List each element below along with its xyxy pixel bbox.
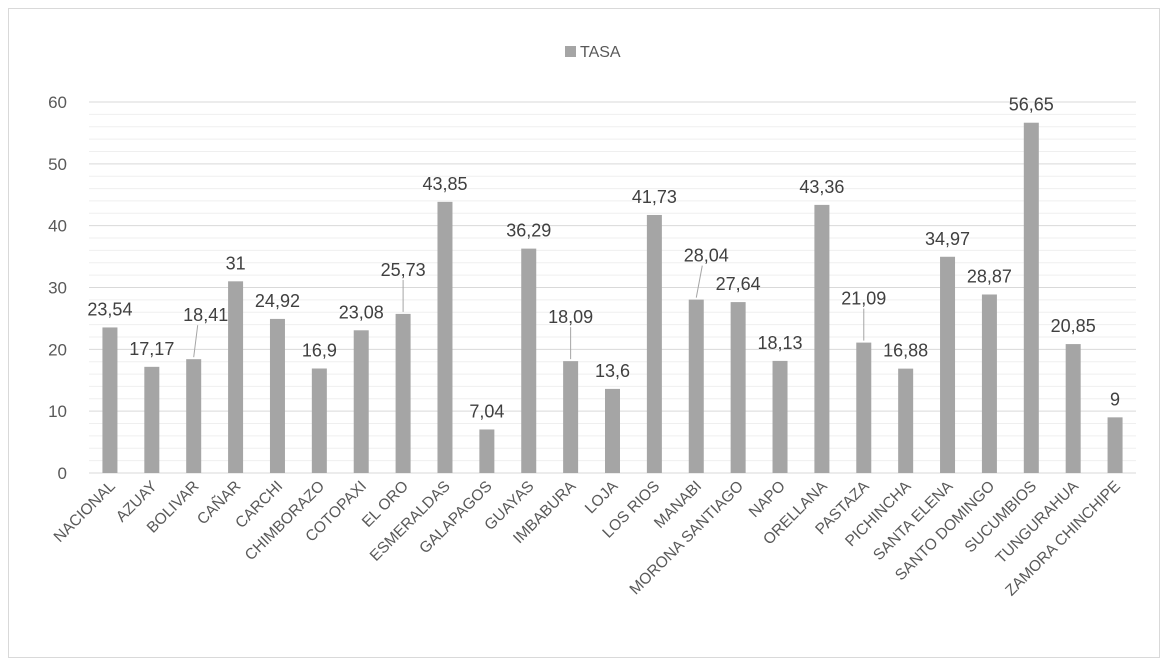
bar: [228, 281, 244, 473]
bar-chart: TASA 0 10 20 30 40 50 60 23,54 17,17 18,41 31 24,9…: [48, 44, 1136, 599]
bar: [479, 429, 495, 473]
legend: TASA: [565, 44, 621, 61]
data-label: 24,92: [255, 291, 300, 311]
data-label: 16,88: [883, 341, 928, 361]
bar: [772, 360, 788, 473]
leader-line: [695, 265, 703, 298]
bars: [102, 122, 1123, 474]
chart-frame: TASA 0 10 20 30 40 50 60 23,54 17,17 18,41 31 24,9…: [8, 8, 1160, 658]
bar: [353, 330, 369, 473]
bar: [563, 361, 579, 473]
bar: [521, 248, 537, 473]
y-tick-label: 0: [58, 464, 67, 483]
data-label: 43,36: [799, 177, 844, 197]
bar: [688, 299, 704, 473]
data-label: 18,13: [757, 333, 802, 353]
y-tick-label: 40: [48, 217, 67, 236]
legend-label: TASA: [580, 44, 621, 61]
bar: [1065, 344, 1081, 473]
data-label: 34,97: [925, 229, 970, 249]
bar: [814, 204, 830, 473]
data-label: 16,9: [302, 341, 337, 361]
bar: [856, 342, 872, 473]
bar: [940, 256, 956, 473]
data-label: 27,64: [716, 274, 761, 294]
data-label: 18,41: [183, 305, 228, 325]
data-label: 18,09: [548, 307, 593, 327]
bar: [437, 201, 453, 473]
y-tick-label: 30: [48, 279, 67, 298]
bar: [144, 366, 160, 473]
legend-swatch: [565, 46, 576, 57]
data-label: 43,85: [422, 174, 467, 194]
gridlines: [89, 101, 1136, 474]
bar: [981, 294, 997, 473]
data-label: 28,87: [967, 266, 1012, 286]
data-label: 9: [1110, 389, 1120, 409]
data-label: 21,09: [841, 289, 886, 309]
bar: [102, 327, 118, 473]
bar: [898, 368, 914, 473]
y-tick-label: 20: [48, 340, 67, 359]
data-label: 41,73: [632, 187, 677, 207]
y-tick-label: 50: [48, 155, 67, 174]
leader-line: [193, 325, 199, 358]
bar: [1107, 417, 1123, 473]
data-labels: 23,54 17,17 18,41 31 24,92 16,923,08 25,73 43,8…: [87, 95, 1120, 422]
x-category-label: NACIONAL: [51, 478, 119, 546]
data-label: 36,29: [506, 221, 551, 241]
bar: [646, 214, 662, 474]
y-tick-label: 60: [48, 93, 67, 112]
data-label: 7,04: [469, 401, 504, 421]
bar: [311, 368, 327, 473]
y-tick-label: 10: [48, 402, 67, 421]
bar: [395, 313, 411, 473]
data-label: 17,17: [129, 339, 174, 359]
bar: [1023, 122, 1039, 473]
data-label: 13,6: [595, 361, 630, 381]
data-label: 20,85: [1051, 316, 1096, 336]
bar: [186, 359, 202, 473]
y-axis: 0 10 20 30 40 50 60: [48, 93, 67, 483]
data-label: 56,65: [1009, 95, 1054, 115]
x-category-label: LOJA: [582, 477, 622, 517]
bar: [269, 318, 285, 473]
data-label: 23,54: [87, 299, 132, 319]
data-label: 23,08: [339, 302, 384, 322]
x-category-label: GALAPAGOS: [416, 478, 495, 557]
bar: [605, 388, 620, 473]
data-label: 25,73: [381, 260, 426, 280]
x-axis: NACIONALAZUAYBOLIVARCAÑARCARCHICHIMBORAZ…: [51, 477, 1124, 599]
data-label: 28,04: [684, 246, 729, 266]
data-label: 31: [226, 253, 246, 273]
bar: [730, 302, 746, 473]
